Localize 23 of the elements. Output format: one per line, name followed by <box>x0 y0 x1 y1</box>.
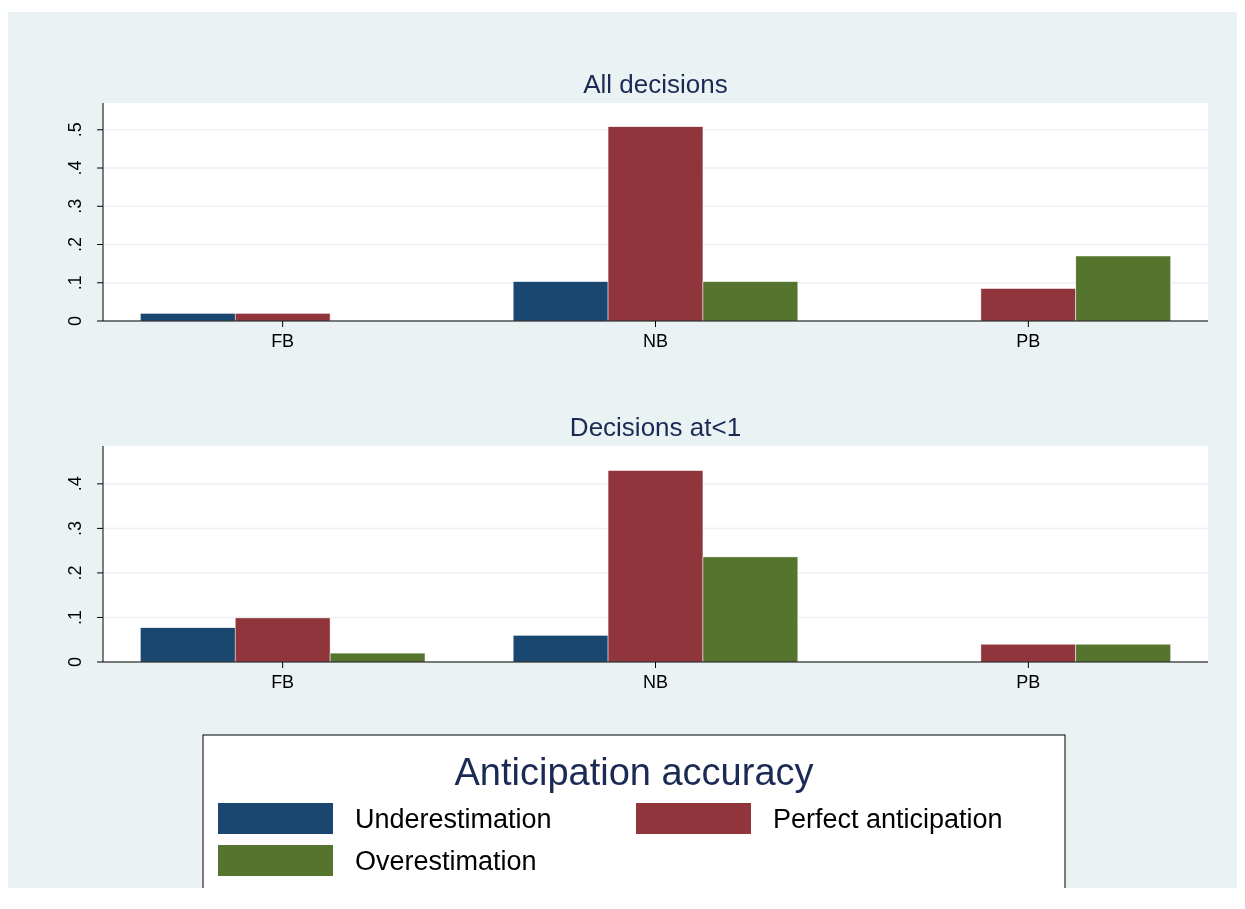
legend-label: Underestimation <box>355 804 552 834</box>
y-tick-label: .5 <box>65 122 85 138</box>
chart-title: Decisions at<1 <box>569 412 742 442</box>
x-tick-label: NB <box>642 331 669 351</box>
y-tick-label: .4 <box>65 476 85 492</box>
legend-title: Anticipation accuracy <box>454 751 814 793</box>
y-tick-label: .2 <box>65 237 85 253</box>
y-tick-label: 0 <box>65 656 85 668</box>
y-tick-label: .3 <box>65 198 85 214</box>
y-tick-label: .2 <box>65 565 85 581</box>
x-tick-label: PB <box>1016 331 1041 351</box>
x-tick-label: PB <box>1016 672 1041 692</box>
x-tick-label: FB <box>271 672 295 692</box>
x-tick-label: NB <box>642 672 669 692</box>
y-tick-label: 0 <box>65 315 85 327</box>
legend-label: Overestimation <box>355 846 537 876</box>
chart-title: All decisions <box>583 69 728 99</box>
y-tick-label: .3 <box>65 520 85 536</box>
y-tick-label: .4 <box>65 160 85 176</box>
x-tick-label: FB <box>271 331 295 351</box>
y-tick-label: .1 <box>65 609 85 625</box>
y-tick-label: .1 <box>65 275 85 291</box>
legend-label: Perfect anticipation <box>773 804 1003 834</box>
